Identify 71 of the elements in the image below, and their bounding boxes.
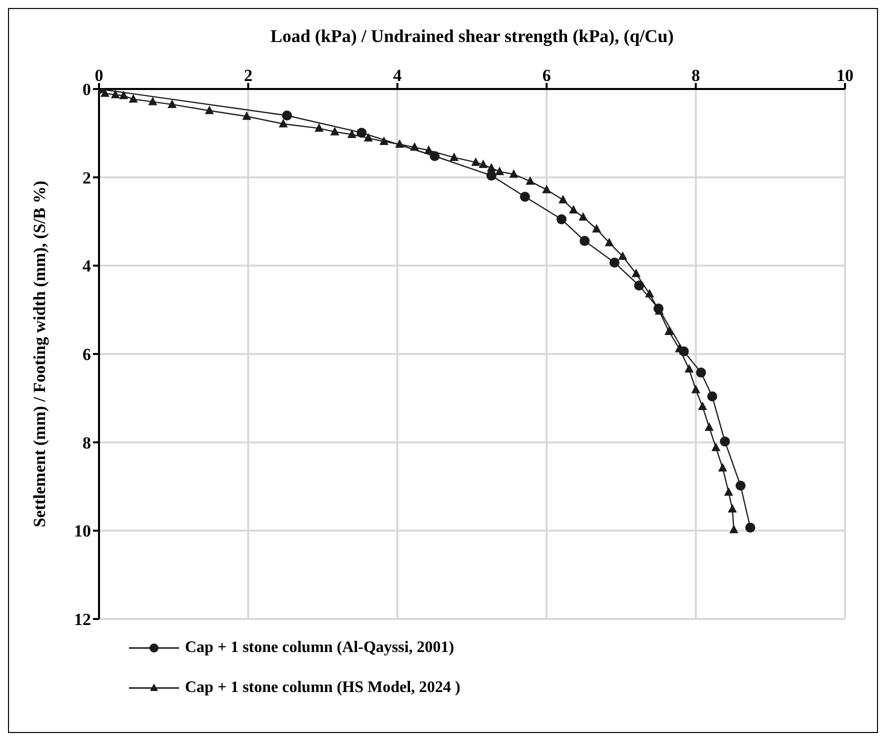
point [704,422,714,431]
y-tick-label: 6 [82,345,91,364]
point [520,192,530,202]
point [580,236,590,246]
x-tick-label: 10 [836,66,854,85]
y-tick-label: 0 [82,80,91,100]
point [119,90,128,100]
point [711,442,720,452]
point [330,126,340,136]
legend-label: Cap + 1 stone column (HS Model, 2024 ) [185,679,460,697]
point [486,163,496,172]
point [558,194,568,204]
point [634,280,644,291]
y-tick-label: 10 [74,522,91,541]
point [148,96,158,106]
point [542,184,552,194]
point [495,166,504,176]
point [450,152,459,161]
point [745,522,756,533]
point [684,364,694,373]
point [720,436,730,446]
y-tick-label: 8 [82,433,91,452]
x-tick-label: 0 [94,66,104,85]
point [526,176,535,185]
point [632,268,641,278]
point [128,94,138,103]
point [347,129,356,138]
point [478,160,488,168]
point [698,402,708,410]
point [314,123,324,132]
point [604,238,614,246]
point [556,214,567,224]
point [707,391,718,402]
point [204,106,214,114]
legend-label: Cap + 1 stone column (Al-Qayssi, 2001) [185,639,454,657]
point [568,205,578,214]
x-tick-label: 6 [542,66,551,85]
x-tick-label: 4 [393,66,402,85]
point [691,384,700,394]
point [736,480,746,491]
point [486,170,496,181]
point [729,524,738,534]
x-axis-title: Load (kPa) / Undrained shear strength (kPa), (q/Cu) [270,26,674,46]
point [609,258,620,268]
point [718,462,728,472]
point [592,224,602,233]
point [242,111,252,120]
point [379,136,388,146]
y-axis-title: Settlement (mm) / Footing width (mm), (S/B %) [30,180,50,528]
point [410,142,420,151]
point [728,504,737,513]
point [100,89,110,97]
point [471,157,480,166]
point [645,288,654,298]
point [110,90,120,98]
point [168,99,177,108]
x-tick-label: 2 [244,66,252,85]
point [395,139,404,148]
point [696,368,706,378]
point [724,487,734,496]
y-tick-label: 4 [82,256,92,276]
x-tick-label: 8 [692,66,700,85]
point [509,169,518,178]
point [278,118,288,128]
point [364,133,373,142]
y-tick-label: 12 [74,610,91,630]
point [578,212,588,221]
point [664,326,674,335]
y-tick-label: 2 [82,168,91,188]
point [282,110,292,120]
point [618,251,628,260]
